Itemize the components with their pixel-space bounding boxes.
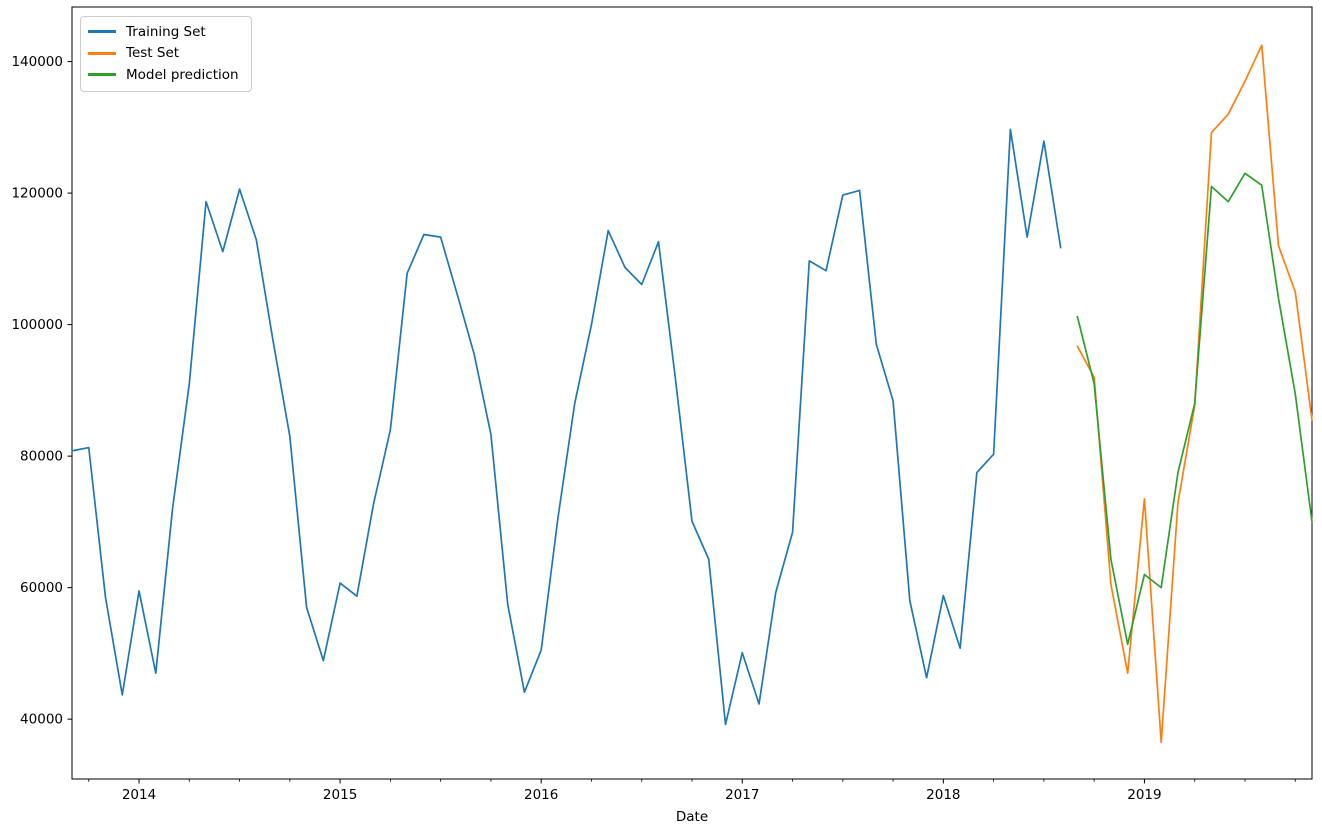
legend-item-test-set: Test Set (88, 43, 239, 65)
y-tick-label: 120000 (11, 186, 63, 202)
axes: 40000 60000 80000 100000 120000 140000 2014 201… (11, 6, 1313, 803)
model-prediction-line (1076, 172, 1313, 646)
x-tick-label: 2017 (725, 787, 759, 803)
y-tick-label: 80000 (20, 449, 63, 465)
legend-item-model-prediction: Model prediction (88, 64, 239, 86)
x-tick-label: 2019 (1127, 787, 1161, 803)
training-set-line (71, 128, 1062, 726)
y-tick-label: 100000 (11, 317, 63, 333)
x-tick-label: 2018 (926, 787, 960, 803)
legend-label: Test Set (126, 45, 180, 62)
x-tick-label: 2015 (323, 787, 357, 803)
y-tick-label: 40000 (20, 712, 63, 728)
model-prediction-line-swatch (88, 73, 116, 77)
test-set-line-swatch (88, 51, 116, 55)
training-set-line-swatch (88, 30, 116, 34)
legend-item-training-set: Training Set (88, 21, 239, 43)
x-tick-label: 2016 (524, 787, 558, 803)
legend: Training Set Test Set Model prediction (80, 16, 252, 92)
x-axis-label: Date (676, 809, 708, 825)
series-lines (71, 44, 1313, 744)
legend-label: Training Set (126, 23, 206, 40)
legend-label: Model prediction (126, 66, 239, 83)
x-tick-label: 2014 (122, 787, 156, 803)
y-tick-label: 140000 (11, 54, 63, 70)
y-tick-label: 60000 (20, 580, 63, 596)
